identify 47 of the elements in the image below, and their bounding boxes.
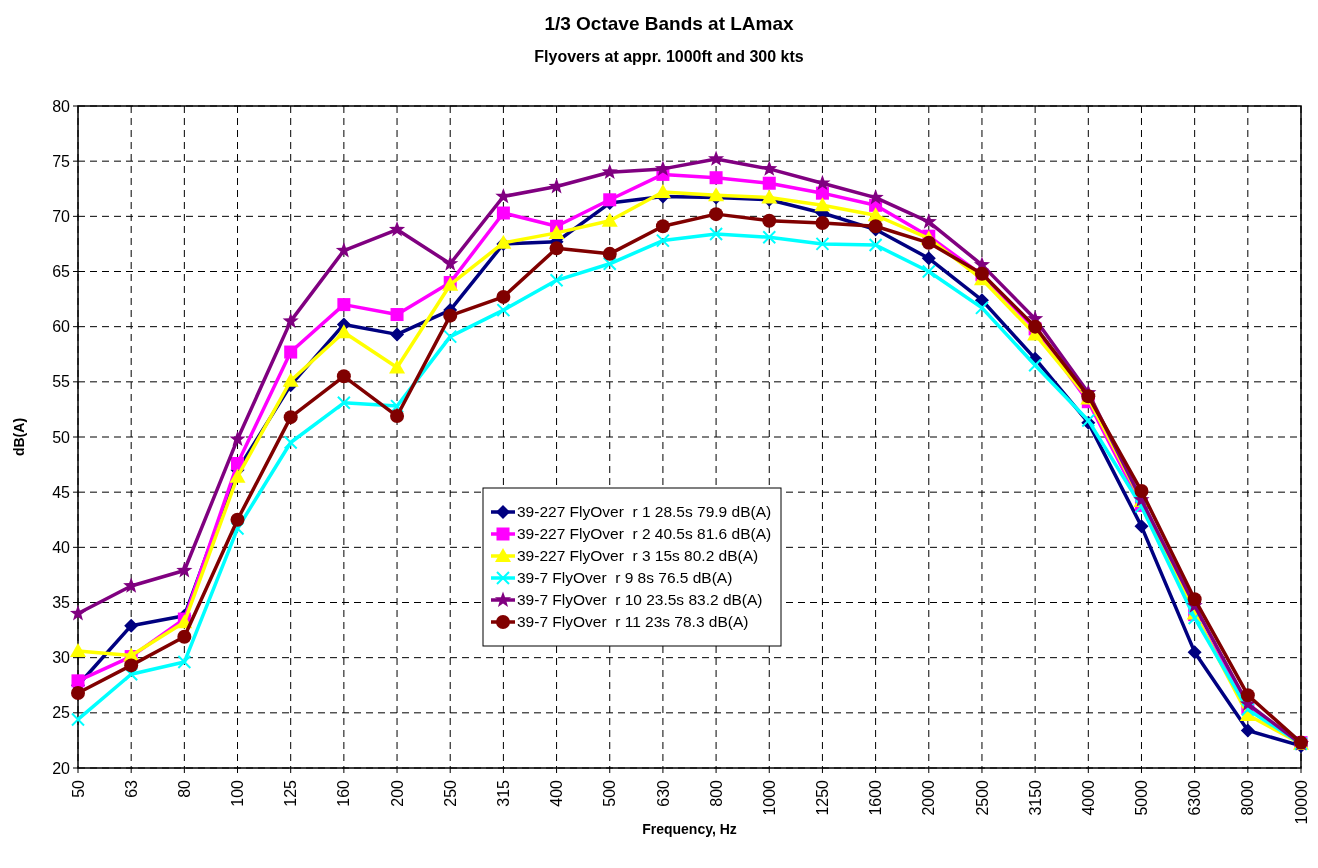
x-tick-label: 200	[388, 779, 406, 807]
y-axis-title: dB(A)	[11, 417, 27, 457]
x-tick-label: 2500	[973, 779, 991, 816]
x-tick-label: 250	[441, 779, 459, 807]
y-tick-label: 45	[52, 483, 71, 501]
x-tick-label: 500	[601, 779, 619, 807]
x-tick-label: 5000	[1133, 779, 1151, 816]
x-tick-label: 400	[548, 779, 566, 807]
y-tick-label: 20	[52, 759, 71, 777]
legend-label: 39-7 FlyOver r 11 23s 78.3 dB(A)	[517, 613, 749, 631]
y-tick-label: 60	[52, 318, 71, 336]
y-tick-label: 65	[52, 263, 71, 281]
y-tick-label: 80	[52, 97, 71, 115]
x-tick-label: 50	[69, 779, 87, 798]
x-tick-label: 160	[335, 779, 353, 807]
x-tick-label: 6300	[1186, 779, 1204, 816]
y-tick-label: 25	[52, 704, 71, 722]
x-tick-label: 8000	[1239, 779, 1257, 816]
x-tick-label: 315	[494, 779, 512, 807]
x-tick-label: 80	[175, 779, 193, 798]
x-tick-label: 125	[282, 779, 300, 807]
x-tick-label: 63	[122, 779, 140, 798]
x-tick-label: 2000	[920, 779, 938, 816]
y-tick-label: 55	[52, 373, 71, 391]
y-tick-label: 35	[52, 594, 71, 612]
legend-label: 39-7 FlyOver r 10 23.5s 83.2 dB(A)	[517, 591, 763, 609]
y-tick-label: 50	[52, 428, 71, 446]
x-tick-label: 800	[707, 779, 725, 807]
x-tick-label: 630	[654, 779, 672, 807]
chart-title: 1/3 Octave Bands at LAmax	[544, 13, 795, 34]
x-tick-label: 1600	[867, 779, 885, 816]
x-tick-label: 1000	[760, 779, 778, 816]
x-tick-label: 10000	[1292, 779, 1310, 825]
x-axis-title: Frequency, Hz	[642, 821, 737, 837]
legend-label: 39-227 FlyOver r 3 15s 80.2 dB(A)	[517, 547, 759, 565]
legend-label: 39-227 FlyOver r 2 40.5s 81.6 dB(A)	[517, 525, 772, 543]
y-tick-label: 75	[52, 152, 71, 170]
x-tick-label: 4000	[1079, 779, 1097, 816]
chart-subtitle: Flyovers at appr. 1000ft and 300 kts	[534, 48, 804, 65]
y-tick-label: 30	[52, 649, 71, 667]
x-tick-label: 3150	[1026, 779, 1044, 816]
x-tick-label: 1250	[814, 779, 832, 816]
x-tick-label: 100	[229, 779, 247, 807]
y-tick-label: 40	[52, 538, 71, 556]
y-tick-label: 70	[52, 207, 71, 225]
legend-label: 39-227 FlyOver r 1 28.5s 79.9 dB(A)	[517, 503, 772, 521]
legend-label: 39-7 FlyOver r 9 8s 76.5 dB(A)	[517, 569, 733, 587]
